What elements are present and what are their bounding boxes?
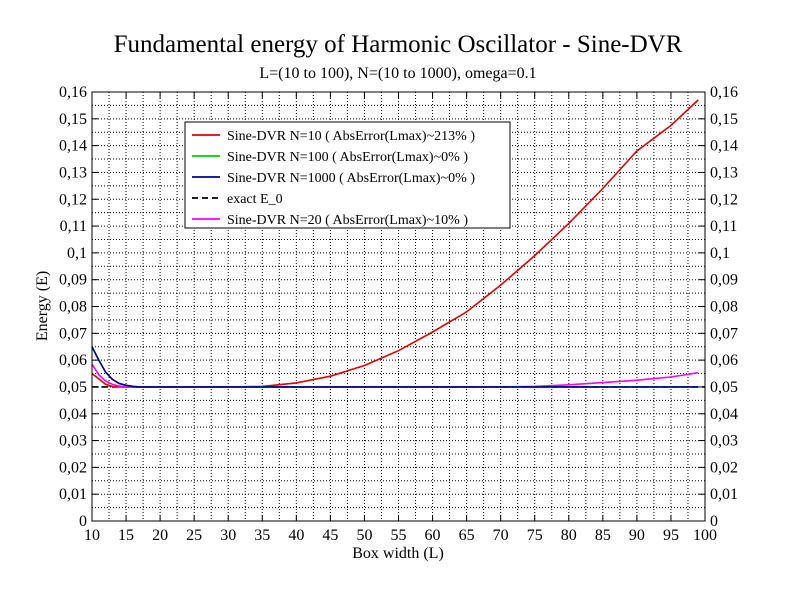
y-tick-label: 0,15 — [59, 111, 87, 128]
x-tick-label: 15 — [118, 527, 134, 544]
y-tick-label: 0,03 — [59, 433, 87, 450]
y-tick-label-right: 0,11 — [710, 218, 737, 235]
x-tick-label: 25 — [186, 527, 202, 544]
legend-box — [184, 121, 511, 229]
y-tick-label-right: 0,1 — [710, 245, 730, 262]
x-tick-label: 60 — [425, 527, 441, 544]
x-tick-label: 30 — [220, 527, 236, 544]
legend-label: Sine-DVR N=20 ( AbsError(Lmax)~10% ) — [227, 213, 468, 228]
x-tick-label: 10 — [84, 527, 100, 544]
y-tick-label: 0,14 — [59, 138, 87, 155]
x-tick-label: 90 — [629, 527, 645, 544]
x-tick-label: 50 — [356, 527, 372, 544]
y-tick-label: 0,07 — [59, 325, 87, 342]
x-tick-label: 40 — [288, 527, 304, 544]
y-tick-label: 0,04 — [59, 406, 87, 423]
y-tick-label-right: 0,15 — [710, 111, 738, 128]
y-tick-label: 0,13 — [59, 164, 87, 181]
y-tick-label: 0,1 — [67, 245, 87, 262]
chart-subtitle: L=(10 to 100), N=(10 to 1000), omega=0.1 — [259, 65, 536, 82]
y-tick-label: 0,09 — [59, 272, 87, 289]
series-line — [91, 346, 699, 388]
series-line — [91, 363, 699, 388]
y-tick-label: 0,01 — [59, 486, 87, 503]
x-tick-label: 95 — [663, 527, 679, 544]
x-tick-label: 20 — [152, 527, 168, 544]
y-tick-label: 0,08 — [59, 299, 87, 316]
legend-label: exact E_0 — [227, 192, 283, 207]
y-tick-label: 0,02 — [59, 459, 87, 476]
y-tick-label-right: 0,02 — [710, 459, 738, 476]
y-tick-label-right: 0,07 — [710, 325, 738, 342]
y-tick-label: 0,05 — [59, 379, 87, 396]
y-tick-label-right: 0,09 — [710, 272, 738, 289]
series-layer — [91, 99, 705, 388]
y-tick-label-right: 0,04 — [710, 406, 738, 423]
legend: Sine-DVR N=10 ( AbsError(Lmax)~213% ) Sin… — [184, 121, 511, 229]
x-tick-label: 45 — [322, 527, 338, 544]
y-tick-label-right: 0,01 — [710, 486, 738, 503]
y-tick-label-right: 0,03 — [710, 433, 738, 450]
y-tick-label: 0 — [79, 513, 87, 530]
x-tick-label: 85 — [595, 527, 611, 544]
chart-title: Fundamental energy of Harmonic Oscillato… — [114, 31, 683, 58]
y-tick-label-right: 0,13 — [710, 164, 738, 181]
y-tick-label-right: 0,08 — [710, 299, 738, 316]
y-tick-label: 0,12 — [59, 191, 87, 208]
y-tick-label: 0,16 — [59, 84, 87, 101]
x-tick-label: 100 — [693, 527, 717, 544]
series-line — [91, 99, 699, 388]
x-tick-label: 55 — [391, 527, 407, 544]
y-tick-label-right: 0,16 — [710, 84, 738, 101]
x-tick-label: 35 — [254, 527, 270, 544]
y-tick-label-right: 0,06 — [710, 352, 738, 369]
legend-label: Sine-DVR N=100 ( AbsError(Lmax)~0% ) — [227, 150, 468, 165]
legend-label: Sine-DVR N=1000 ( AbsError(Lmax)~0% ) — [227, 171, 475, 186]
x-tick-label: 70 — [493, 527, 509, 544]
y-tick-label-right: 0 — [710, 513, 718, 530]
legend-label: Sine-DVR N=10 ( AbsError(Lmax)~213% ) — [227, 129, 475, 144]
y-axis-label: Energy (E) — [34, 271, 51, 341]
y-tick-label-right: 0,12 — [710, 191, 738, 208]
x-axis-label: Box width (L) — [352, 545, 444, 562]
ticks: 10 15 20 25 30 35 40 45 50 55 60 65 70 75 80 85 90 95 1000… — [59, 84, 738, 544]
x-tick-label: 65 — [459, 527, 475, 544]
y-tick-label: 0,11 — [60, 218, 87, 235]
y-tick-label: 0,06 — [59, 352, 87, 369]
x-tick-label: 75 — [527, 527, 543, 544]
y-tick-label-right: 0,05 — [710, 379, 738, 396]
x-tick-label: 80 — [561, 527, 577, 544]
y-tick-label-right: 0,14 — [710, 138, 738, 155]
